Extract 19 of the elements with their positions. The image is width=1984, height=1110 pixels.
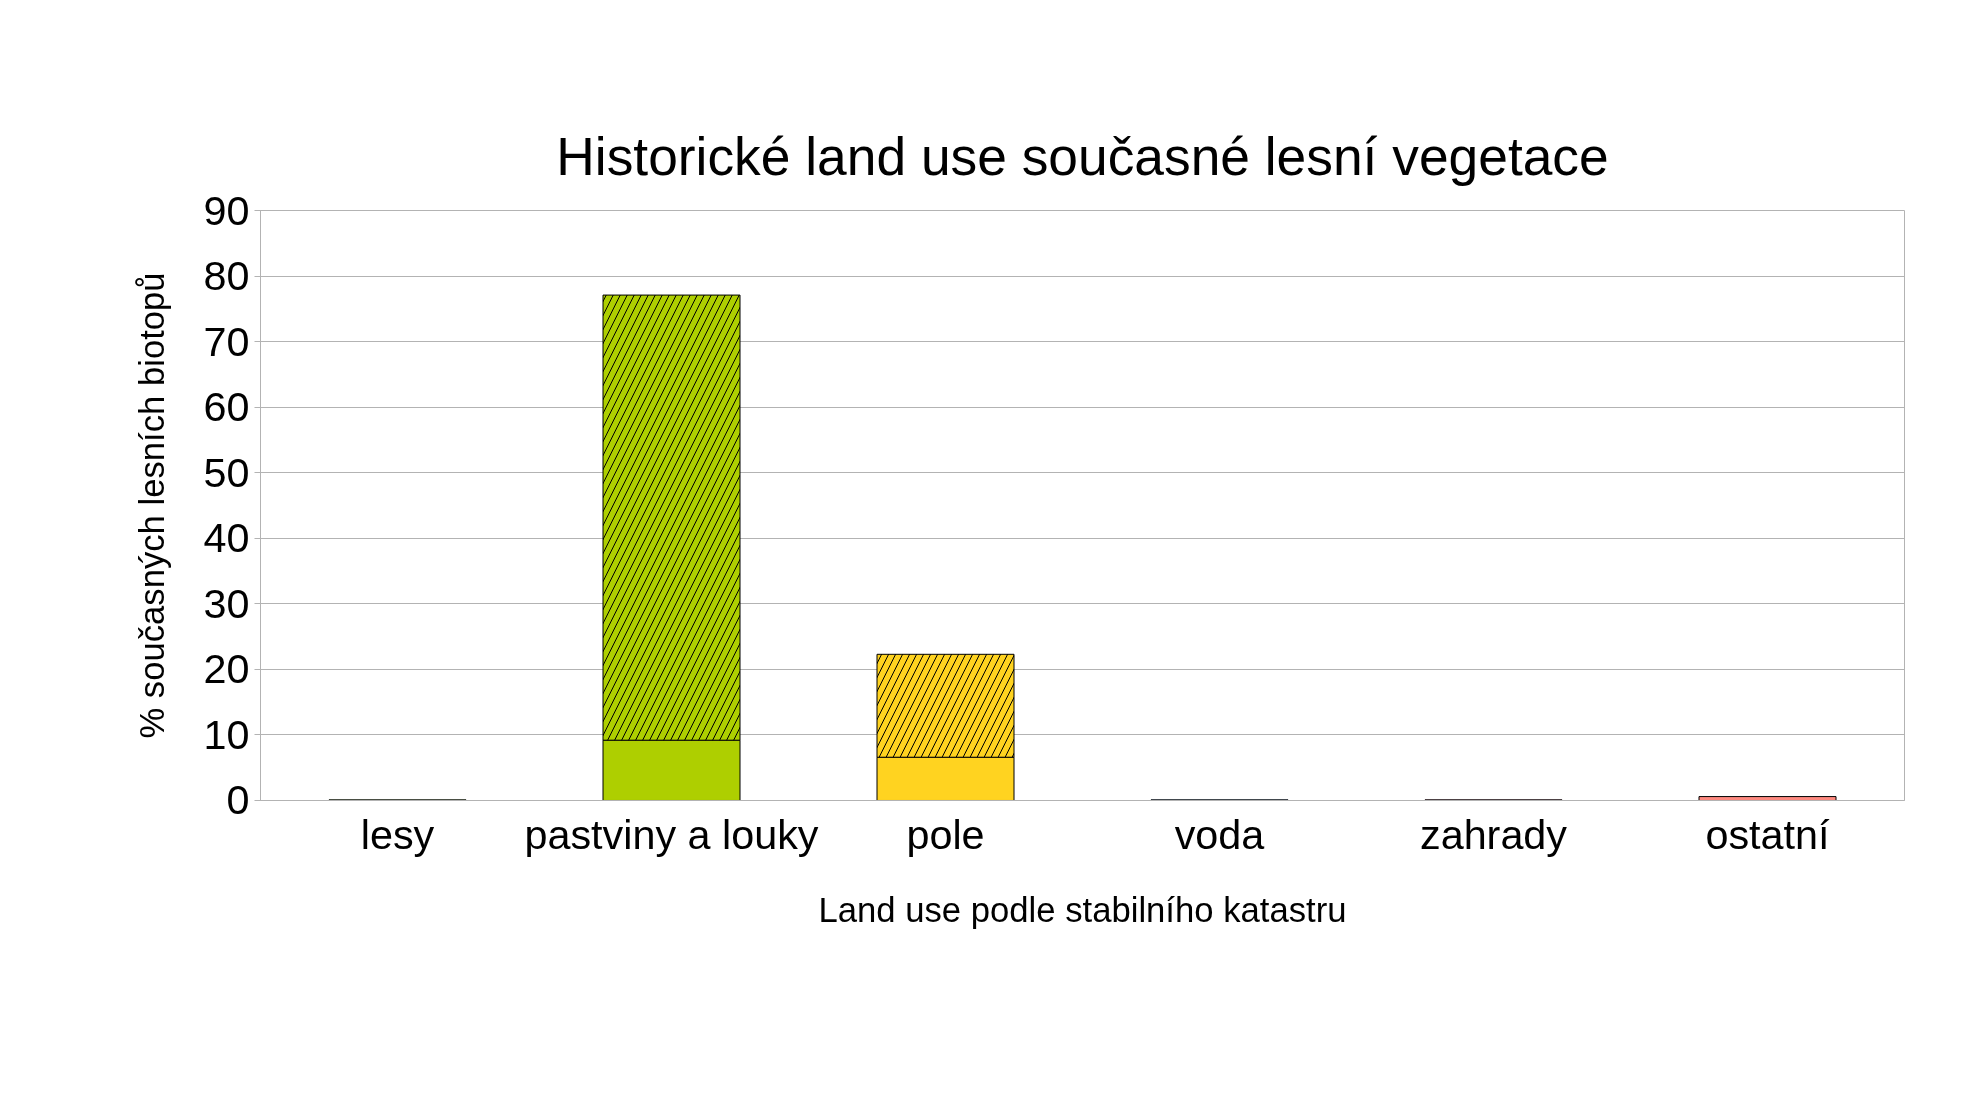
x-tick-label: lesy	[360, 811, 435, 858]
y-tick-label: 20	[203, 646, 250, 693]
y-tick-label: 60	[203, 384, 250, 431]
x-tick-label: zahrady	[1419, 811, 1568, 858]
y-tick-label: 0	[226, 777, 250, 824]
x-tick-label: ostatní	[1705, 811, 1831, 858]
y-tick-label: 10	[203, 711, 250, 758]
y-tick-label: 80	[203, 253, 250, 300]
x-tick-label: pole	[906, 811, 985, 858]
x-tick-label: pastviny a louky	[524, 811, 819, 858]
y-tick-label: 50	[203, 449, 250, 496]
chart-title: Historické land use současné lesní vegetace	[556, 126, 1609, 186]
y-tick-label: 90	[203, 187, 250, 234]
y-axis-title: % současných lesních biotopů	[132, 272, 171, 739]
y-tick-label: 70	[203, 318, 250, 365]
x-tick-label: voda	[1174, 811, 1265, 858]
y-tick-label: 40	[203, 515, 250, 562]
x-axis-title: Land use podle stabilního katastru	[818, 890, 1347, 929]
y-tick-label: 30	[203, 580, 250, 627]
